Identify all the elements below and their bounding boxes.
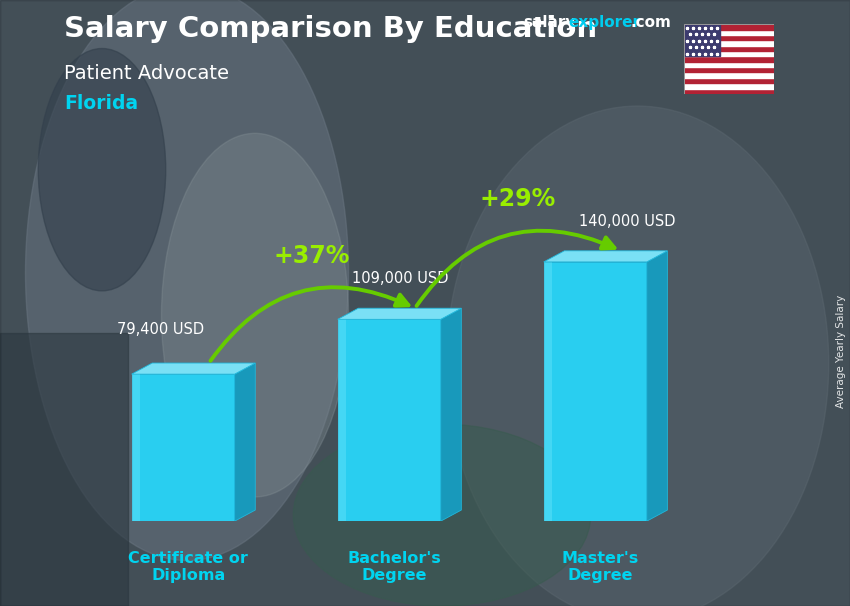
Bar xyxy=(684,62,774,67)
Polygon shape xyxy=(544,262,552,521)
Bar xyxy=(684,56,774,62)
Bar xyxy=(0,333,128,606)
Polygon shape xyxy=(647,251,667,521)
Bar xyxy=(684,88,774,94)
Ellipse shape xyxy=(293,424,591,606)
Text: Master's
Degree: Master's Degree xyxy=(562,551,639,583)
Polygon shape xyxy=(337,319,346,521)
Bar xyxy=(684,78,774,83)
Text: salary: salary xyxy=(523,15,575,30)
Polygon shape xyxy=(337,319,440,521)
Polygon shape xyxy=(544,262,647,521)
Ellipse shape xyxy=(38,48,166,291)
Text: 109,000 USD: 109,000 USD xyxy=(352,271,449,286)
Text: 79,400 USD: 79,400 USD xyxy=(117,322,204,337)
Text: Florida: Florida xyxy=(64,94,138,113)
Polygon shape xyxy=(544,251,667,262)
Ellipse shape xyxy=(446,106,829,606)
Bar xyxy=(684,67,774,73)
Polygon shape xyxy=(440,308,462,521)
Polygon shape xyxy=(132,363,255,374)
Polygon shape xyxy=(132,374,140,521)
Ellipse shape xyxy=(26,0,348,561)
Bar xyxy=(684,24,774,30)
Polygon shape xyxy=(235,363,255,521)
Bar xyxy=(684,73,774,78)
Ellipse shape xyxy=(162,133,348,497)
Text: +37%: +37% xyxy=(274,244,350,268)
Text: explorer: explorer xyxy=(569,15,641,30)
Bar xyxy=(684,45,774,51)
Bar xyxy=(684,24,720,56)
Text: +29%: +29% xyxy=(480,187,556,211)
Bar xyxy=(684,35,774,41)
Polygon shape xyxy=(132,374,235,521)
Text: .com: .com xyxy=(631,15,672,30)
Text: Patient Advocate: Patient Advocate xyxy=(64,64,229,82)
Bar xyxy=(684,30,774,35)
Bar xyxy=(684,51,774,56)
Polygon shape xyxy=(337,308,462,319)
Bar xyxy=(684,41,774,45)
Text: Average Yearly Salary: Average Yearly Salary xyxy=(836,295,846,408)
Text: 140,000 USD: 140,000 USD xyxy=(579,213,675,228)
Text: Bachelor's
Degree: Bachelor's Degree xyxy=(348,551,441,583)
Text: Salary Comparison By Education: Salary Comparison By Education xyxy=(64,15,597,43)
Text: Certificate or
Diploma: Certificate or Diploma xyxy=(128,551,248,583)
Bar xyxy=(684,83,774,88)
